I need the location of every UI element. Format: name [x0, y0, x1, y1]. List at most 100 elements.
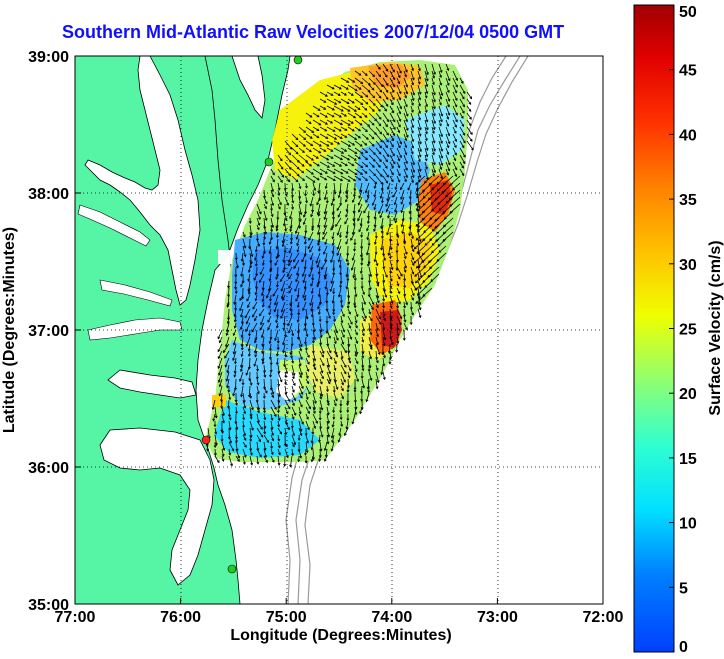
velocity-arrow: [389, 231, 391, 242]
velocity-arrowhead: [424, 95, 428, 99]
velocity-arrow: [396, 168, 401, 176]
velocity-arrow: [319, 420, 322, 429]
velocity-arrow: [415, 273, 426, 283]
velocity-arrow: [267, 322, 272, 330]
velocity-arrow: [319, 140, 330, 147]
velocity-arrow: [415, 231, 426, 241]
velocity-arrowhead: [404, 152, 408, 156]
velocity-arrowhead: [352, 142, 356, 146]
velocity-arrowhead: [305, 450, 309, 454]
velocity-arrowhead: [354, 88, 358, 92]
velocity-arrowhead: [266, 440, 270, 444]
velocity-arrowhead: [312, 410, 316, 415]
velocity-arrowhead: [301, 273, 305, 277]
velocity-arrowhead: [333, 368, 337, 371]
velocity-arrowhead: [438, 208, 442, 211]
velocity-arrowhead: [282, 342, 285, 346]
velocity-arrowhead: [311, 277, 315, 281]
velocity-arrowhead: [408, 202, 412, 205]
velocity-arrow: [382, 301, 385, 308]
velocity-arrowhead: [454, 167, 458, 171]
velocity-arrowhead: [345, 170, 349, 174]
velocity-arrow: [234, 294, 237, 305]
velocity-arrow: [333, 84, 342, 90]
velocity-arrow: [365, 182, 370, 193]
velocity-arrowhead: [388, 256, 392, 260]
velocity-arrow: [438, 98, 442, 106]
velocity-arrow: [424, 126, 428, 134]
velocity-arrow: [424, 175, 433, 184]
velocity-arrow: [326, 287, 328, 295]
velocity-arrow: [403, 322, 408, 330]
velocity-arrow: [452, 112, 458, 122]
velocity-arrowhead: [351, 128, 355, 132]
velocity-arrowhead: [335, 330, 339, 334]
velocity-arrowhead: [319, 335, 323, 339]
velocity-arrow: [248, 385, 251, 397]
velocity-arrow: [340, 378, 344, 385]
velocity-arrow: [417, 182, 419, 191]
velocity-arrow: [403, 273, 406, 281]
velocity-arrow: [403, 252, 407, 259]
velocity-arrow: [353, 203, 356, 214]
velocity-arrow: [340, 315, 343, 323]
velocity-arrow: [431, 182, 440, 190]
velocity-arrow: [282, 343, 286, 353]
velocity-arrowhead: [308, 121, 312, 125]
velocity-arrowhead: [276, 410, 280, 414]
velocity-arrowhead: [345, 199, 348, 203]
velocity-arrow: [312, 140, 322, 147]
velocity-arrowhead: [298, 226, 302, 229]
velocity-arrowhead: [271, 194, 275, 198]
velocity-arrowhead: [241, 382, 245, 386]
velocity-arrowhead: [313, 425, 317, 429]
velocity-arrowhead: [232, 342, 236, 346]
velocity-arrow: [344, 427, 349, 436]
velocity-arrowhead: [293, 266, 297, 270]
velocity-arrowhead: [317, 312, 321, 316]
velocity-arrow: [347, 322, 351, 329]
velocity-arrowhead: [382, 343, 386, 347]
velocity-arrow: [312, 112, 320, 118]
velocity-arrowhead: [288, 160, 292, 163]
velocity-arrow: [298, 420, 302, 432]
velocity-arrowhead: [234, 257, 238, 261]
velocity-arrow: [284, 210, 287, 221]
velocity-arrowhead: [348, 360, 352, 364]
velocity-arrow: [277, 427, 282, 435]
velocity-arrow: [317, 224, 321, 235]
velocity-arrowhead: [260, 426, 263, 430]
velocity-arrow: [347, 119, 354, 124]
y-tick-label: 37:00: [28, 323, 69, 340]
velocity-arrow: [396, 336, 399, 344]
velocity-arrow: [331, 273, 335, 284]
velocity-arrow: [326, 147, 333, 152]
velocity-arrow: [431, 112, 436, 124]
velocity-arrowhead: [362, 292, 366, 296]
velocity-arrowhead: [366, 194, 370, 198]
velocity-arrowhead: [447, 98, 451, 102]
velocity-arrowhead: [340, 424, 344, 428]
velocity-arrow: [282, 238, 286, 247]
velocity-arrowhead: [298, 363, 302, 367]
velocity-arrowhead: [468, 109, 472, 112]
velocity-arrow: [298, 350, 303, 360]
velocity-arrowhead: [378, 316, 382, 320]
velocity-arrow: [316, 280, 321, 287]
velocity-arrowhead: [411, 68, 414, 72]
velocity-arrowhead: [460, 115, 464, 119]
velocity-arrowhead: [404, 69, 408, 73]
velocity-arrowhead: [418, 97, 422, 101]
velocity-arrow: [326, 126, 336, 132]
velocity-arrow: [284, 175, 291, 182]
velocity-arrowhead: [380, 188, 384, 191]
velocity-arrow: [396, 84, 402, 94]
velocity-arrowhead: [440, 113, 444, 117]
velocity-arrow: [354, 315, 357, 323]
velocity-arrowhead: [309, 303, 313, 307]
velocity-arrowhead: [247, 366, 251, 370]
velocity-arrowhead: [360, 81, 364, 85]
velocity-arrowhead: [367, 124, 371, 127]
velocity-arrowhead: [307, 411, 310, 415]
velocity-arrowhead: [425, 104, 429, 108]
